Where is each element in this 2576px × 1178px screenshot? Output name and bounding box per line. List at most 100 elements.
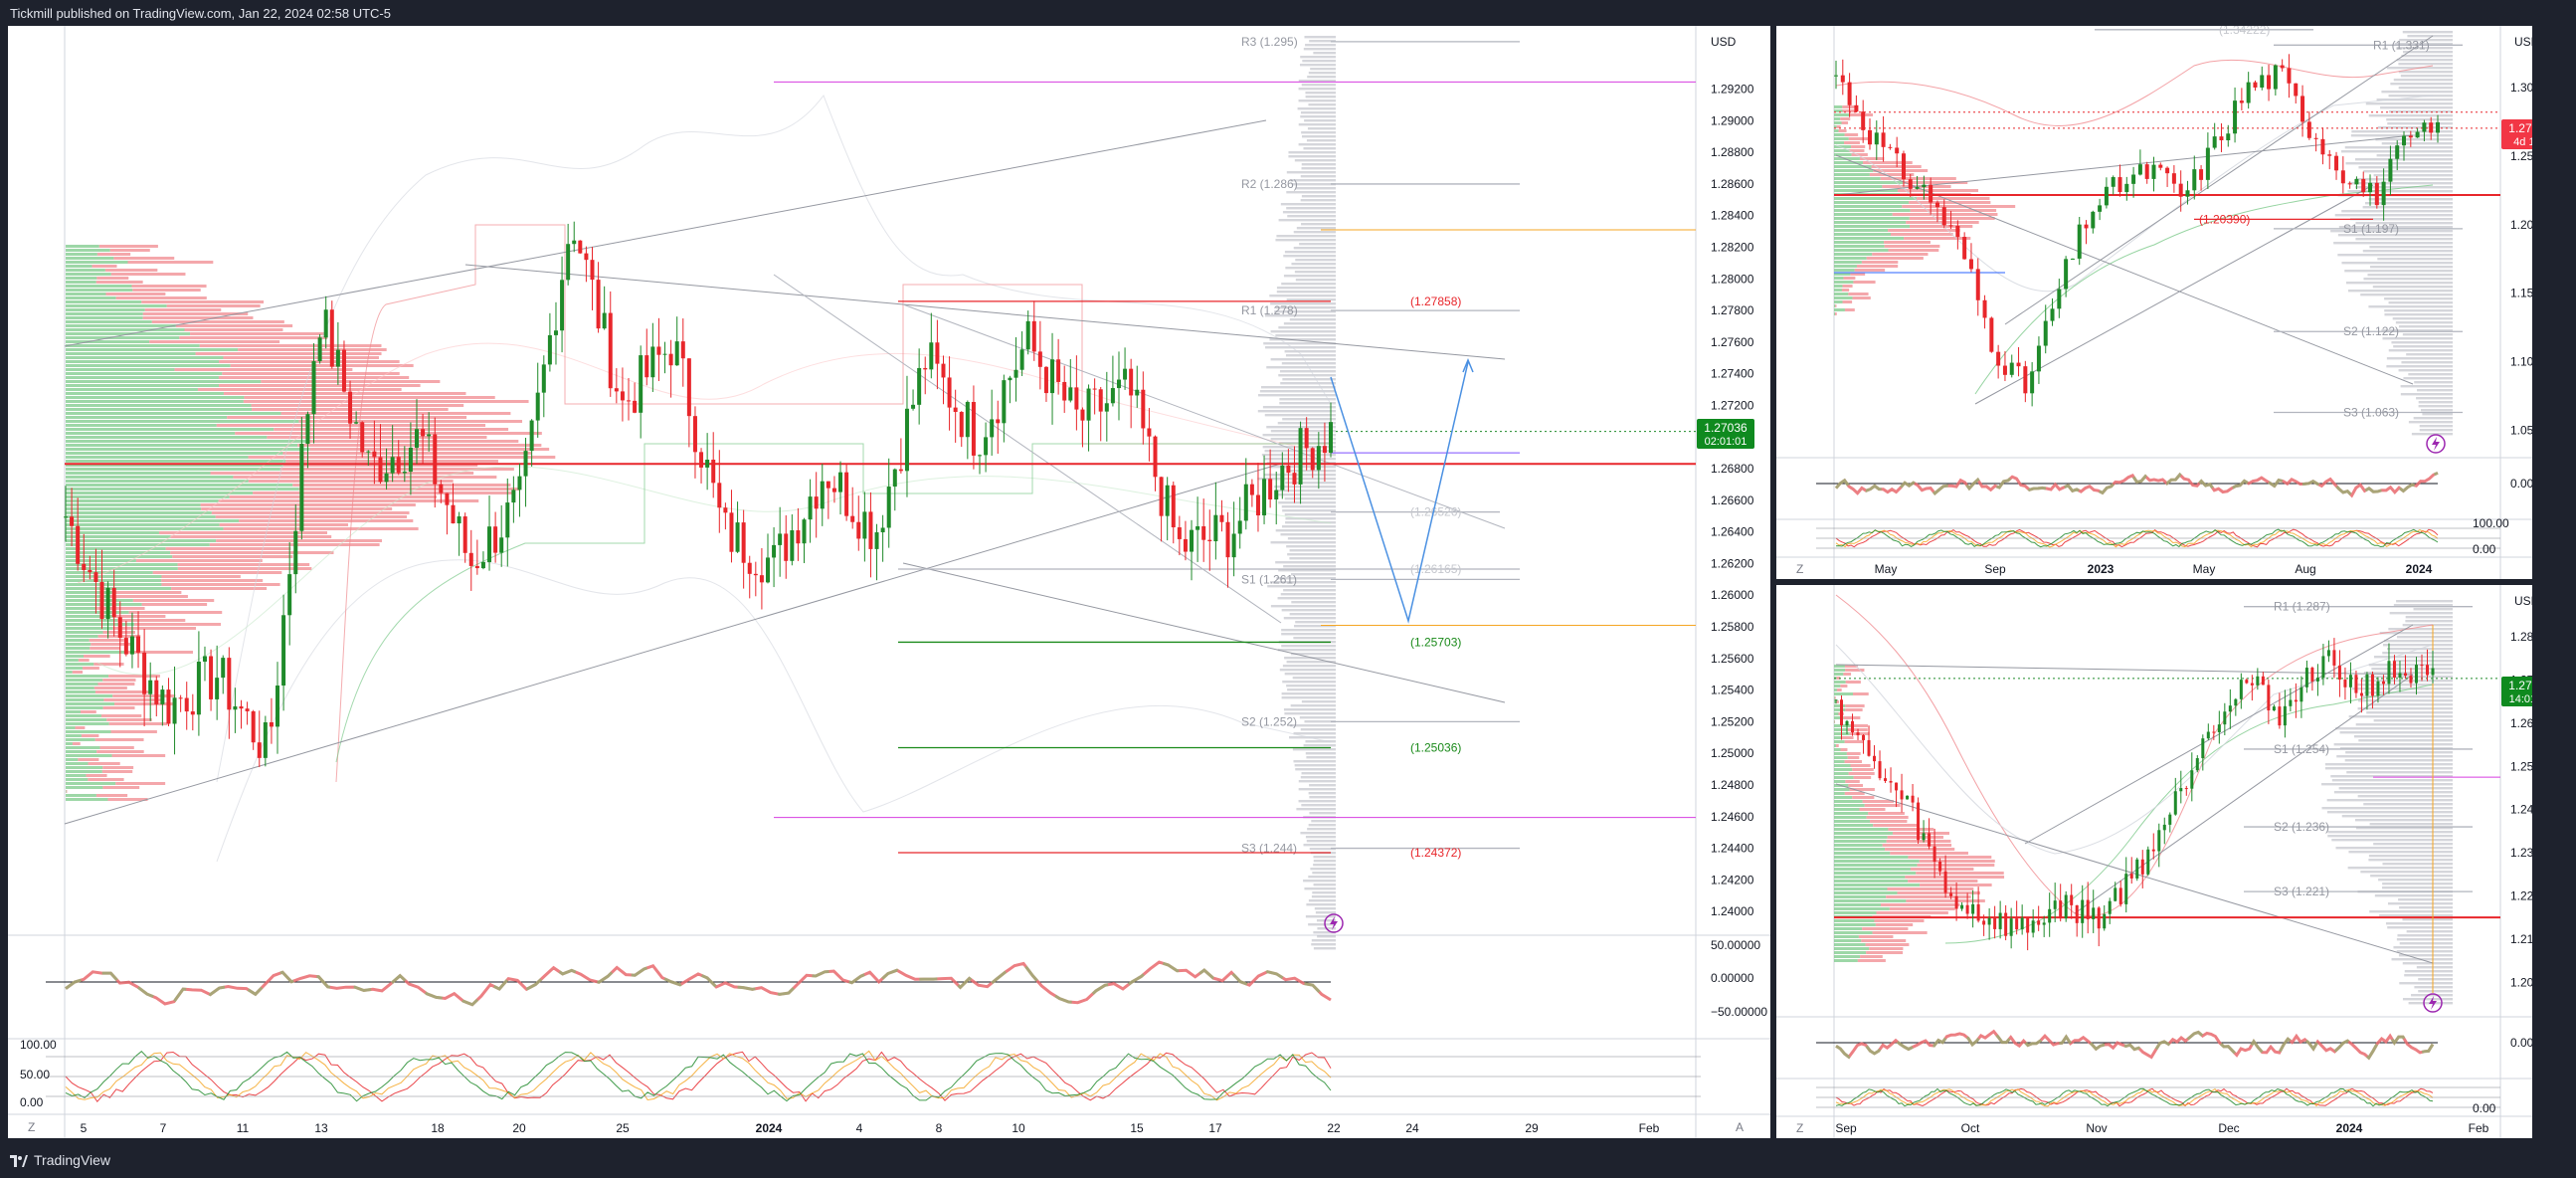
zoom-toggle-button[interactable]: Z	[28, 1120, 35, 1134]
time-tick: 29	[1525, 1121, 1539, 1135]
volume-bar-session	[2355, 723, 2453, 726]
volume-bar-sell	[215, 515, 408, 518]
trend-line[interactable]	[1835, 154, 2414, 385]
volume-bar-sell	[1859, 157, 1885, 160]
candle-body	[82, 563, 87, 570]
stochastic-line	[1835, 529, 2439, 548]
trend-line[interactable]	[64, 119, 1267, 347]
zoom-toggle-button[interactable]: Z	[1796, 562, 1803, 576]
alert-bolt-icon[interactable]	[1324, 913, 1344, 933]
main-chart-panel[interactable]: R3 (1.295) R2 (1.286) (1.27858) R1 (1.278)(…	[8, 26, 1770, 1138]
volume-bar-sell	[1880, 177, 1956, 180]
volume-bar-session	[2398, 954, 2453, 957]
candle-body	[1845, 720, 1849, 726]
candle-body	[1171, 485, 1176, 528]
volume-bar-session	[1284, 350, 1336, 353]
volume-bar-buy	[1834, 121, 1842, 124]
volume-bar-buy	[1834, 927, 1863, 930]
volume-bar-sell	[298, 488, 520, 491]
volume-bar-session	[1299, 243, 1336, 246]
volume-bar-sell	[141, 300, 265, 303]
volume-bar-session	[1309, 812, 1336, 815]
volume-bar-session	[1291, 653, 1336, 656]
volume-bar-session	[2377, 126, 2453, 129]
weekly-chart-panel[interactable]: (1.34222) R1 (1.331) (1.20390) S1 (1.197) S2…	[1776, 26, 2532, 579]
volume-bar-session	[1301, 804, 1336, 807]
projection-path[interactable]	[1330, 361, 1469, 624]
trend-line[interactable]	[1974, 184, 2374, 405]
alert-bolt-icon[interactable]	[2426, 434, 2446, 454]
volume-bar-session	[2363, 672, 2453, 675]
trend-line[interactable]	[2004, 35, 2434, 325]
candle-body	[1025, 320, 1030, 350]
volume-bar-buy	[66, 499, 219, 502]
volume-bar-session	[1288, 151, 1336, 154]
volume-bar-buy	[1834, 665, 1845, 668]
main-chart[interactable]: R3 (1.295)R2 (1.286)(1.27858)R1 (1.278)(…	[8, 26, 1770, 1138]
volume-bar-session	[1280, 593, 1336, 596]
volume-bar-session	[1270, 430, 1336, 433]
candle-body	[2053, 900, 2057, 909]
volume-bar-buy	[1834, 197, 1918, 200]
oscillator-tick: 0.00000	[2510, 1036, 2532, 1050]
candle-body	[178, 697, 183, 699]
volume-bar-sell	[1884, 241, 1931, 244]
pivot-r1-label: R1 (1.331)	[2373, 38, 2430, 52]
candle-body	[517, 476, 522, 491]
volume-bar-buy	[66, 698, 104, 701]
volume-bar-session	[2402, 333, 2453, 336]
candle-body	[2267, 685, 2271, 711]
trend-line[interactable]	[64, 463, 1282, 825]
trend-line[interactable]	[1835, 783, 2434, 964]
volume-bar-sell	[113, 257, 175, 260]
trend-line[interactable]	[464, 264, 1506, 360]
volume-bar-buy	[66, 563, 178, 566]
volume-bar-session	[1305, 752, 1336, 755]
envelope-upper	[77, 342, 1332, 584]
volume-bar-buy	[66, 332, 191, 335]
volume-bar-session	[2399, 982, 2453, 985]
candle-body	[123, 638, 128, 655]
trend-line[interactable]	[902, 303, 1506, 529]
volume-bar-sell	[103, 698, 164, 701]
volume-bar-session	[2387, 122, 2453, 125]
volume-bar-session	[1301, 700, 1336, 703]
zoom-toggle-button[interactable]: Z	[1796, 1121, 1803, 1135]
volume-bar-sell	[1847, 756, 1860, 759]
candle-body	[190, 711, 195, 715]
volume-bar-sell	[134, 623, 221, 626]
volume-bar-session	[1278, 374, 1336, 377]
auto-scale-button[interactable]: A	[1736, 1120, 1744, 1134]
time-tick: May	[1875, 562, 1898, 576]
volume-bar-session	[1269, 581, 1336, 584]
daily-chart-panel[interactable]: R1 (1.287) S1 (1.254) S2 (1.236) S3 (1.221)…	[1776, 585, 2532, 1138]
trend-line[interactable]	[2074, 674, 2414, 914]
volume-bar-buy	[1834, 816, 1867, 819]
price-tick: 1.24000	[1711, 904, 1754, 918]
time-tick: 15	[1130, 1121, 1144, 1135]
volume-bar-buy	[1834, 165, 1872, 168]
volume-bar-sell	[161, 579, 264, 582]
volume-bar-buy	[1834, 848, 1886, 851]
pivot-s3-label: S3 (1.063)	[2343, 406, 2399, 420]
volume-bar-session	[2382, 886, 2453, 889]
price-tick: 1.20000	[2510, 975, 2532, 989]
volume-bar-buy	[66, 690, 95, 693]
daily-chart[interactable]: R1 (1.287)S1 (1.254)S2 (1.236)S3 (1.221)…	[1776, 585, 2532, 1138]
candle-body	[2091, 211, 2096, 229]
volume-bar-buy	[1834, 852, 1891, 855]
price-tick: 1.26200	[1711, 556, 1754, 570]
volume-bar-sell	[298, 420, 523, 423]
volume-bar-session	[2371, 668, 2453, 671]
volume-bar-session	[1313, 884, 1336, 886]
alert-bolt-icon[interactable]	[2423, 993, 2443, 1013]
volume-bar-sell	[210, 472, 474, 475]
trend-line[interactable]	[1835, 664, 2414, 676]
candle-body	[1304, 428, 1309, 449]
trend-line[interactable]	[773, 274, 1282, 624]
trend-line[interactable]	[902, 562, 1506, 703]
candle-body	[1965, 904, 1969, 914]
volume-bar-session	[2331, 779, 2453, 782]
volume-bar-sell	[1840, 117, 1851, 120]
weekly-chart[interactable]: (1.34222)R1 (1.331)(1.20390)S1 (1.197)S2…	[1776, 26, 2532, 579]
